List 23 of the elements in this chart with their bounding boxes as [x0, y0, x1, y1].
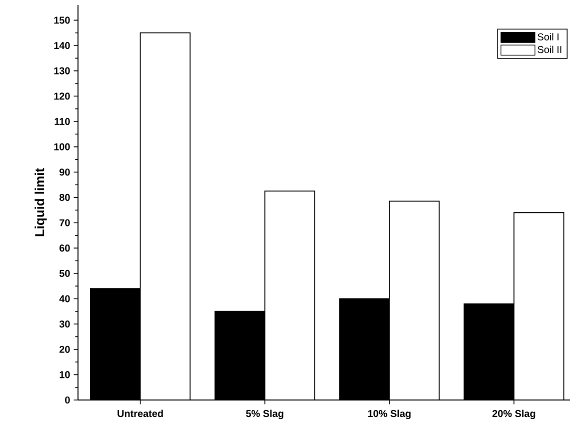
- x-tick-label: 5% Slag: [246, 410, 284, 420]
- y-tick-label: 140: [54, 42, 70, 50]
- y-tick-label: 70: [60, 219, 70, 226]
- y-tick-label: 60: [60, 244, 70, 252]
- legend-label: Soil II: [538, 46, 562, 54]
- x-tick-label: 10% Slag: [368, 410, 411, 420]
- y-tick-label: 150: [54, 16, 70, 24]
- y-tick-label: 10: [60, 371, 70, 378]
- y-tick-label: 20: [59, 346, 70, 353]
- legend-label: Soil I: [538, 33, 558, 40]
- y-tick-label: 0: [65, 396, 70, 404]
- y-tick-label: 90: [59, 168, 70, 176]
- y-tick-label: 80: [59, 194, 70, 201]
- y-tick-label: 30: [59, 320, 70, 328]
- y-tick-label: 130: [54, 67, 70, 74]
- y-axis-title: Liquid limit: [34, 168, 47, 236]
- y-tick-label: 40: [59, 295, 70, 302]
- y-tick-label: 110: [54, 118, 70, 125]
- y-tick-label: 120: [54, 92, 70, 100]
- x-tick-label: Untreated: [118, 410, 163, 418]
- y-tick-label: 100: [54, 143, 70, 150]
- y-tick-label: 50: [59, 270, 70, 277]
- x-tick-label: 20% Slag: [492, 410, 536, 420]
